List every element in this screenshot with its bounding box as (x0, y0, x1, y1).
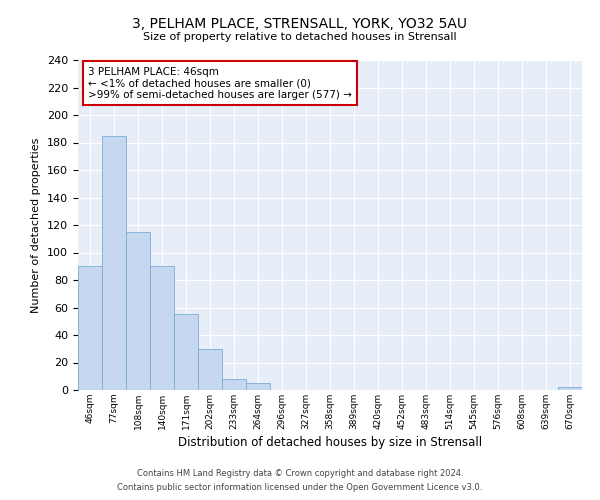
Bar (126, 232, 150, 390)
Bar (174, 314, 198, 390)
Bar (246, 383, 270, 390)
Bar (198, 349, 222, 390)
Text: 3, PELHAM PLACE, STRENSALL, YORK, YO32 5AU: 3, PELHAM PLACE, STRENSALL, YORK, YO32 5… (133, 18, 467, 32)
Bar (222, 379, 246, 390)
Text: 3 PELHAM PLACE: 46sqm
← <1% of detached houses are smaller (0)
>99% of semi-deta: 3 PELHAM PLACE: 46sqm ← <1% of detached … (88, 66, 352, 100)
Bar (558, 387, 582, 390)
Text: Contains HM Land Registry data © Crown copyright and database right 2024.: Contains HM Land Registry data © Crown c… (137, 468, 463, 477)
Bar (150, 266, 174, 390)
Y-axis label: Number of detached properties: Number of detached properties (31, 138, 41, 312)
Text: Contains public sector information licensed under the Open Government Licence v3: Contains public sector information licen… (118, 484, 482, 492)
Bar (102, 136, 126, 390)
X-axis label: Distribution of detached houses by size in Strensall: Distribution of detached houses by size … (178, 436, 482, 449)
Bar (78, 266, 102, 390)
Text: Size of property relative to detached houses in Strensall: Size of property relative to detached ho… (143, 32, 457, 42)
